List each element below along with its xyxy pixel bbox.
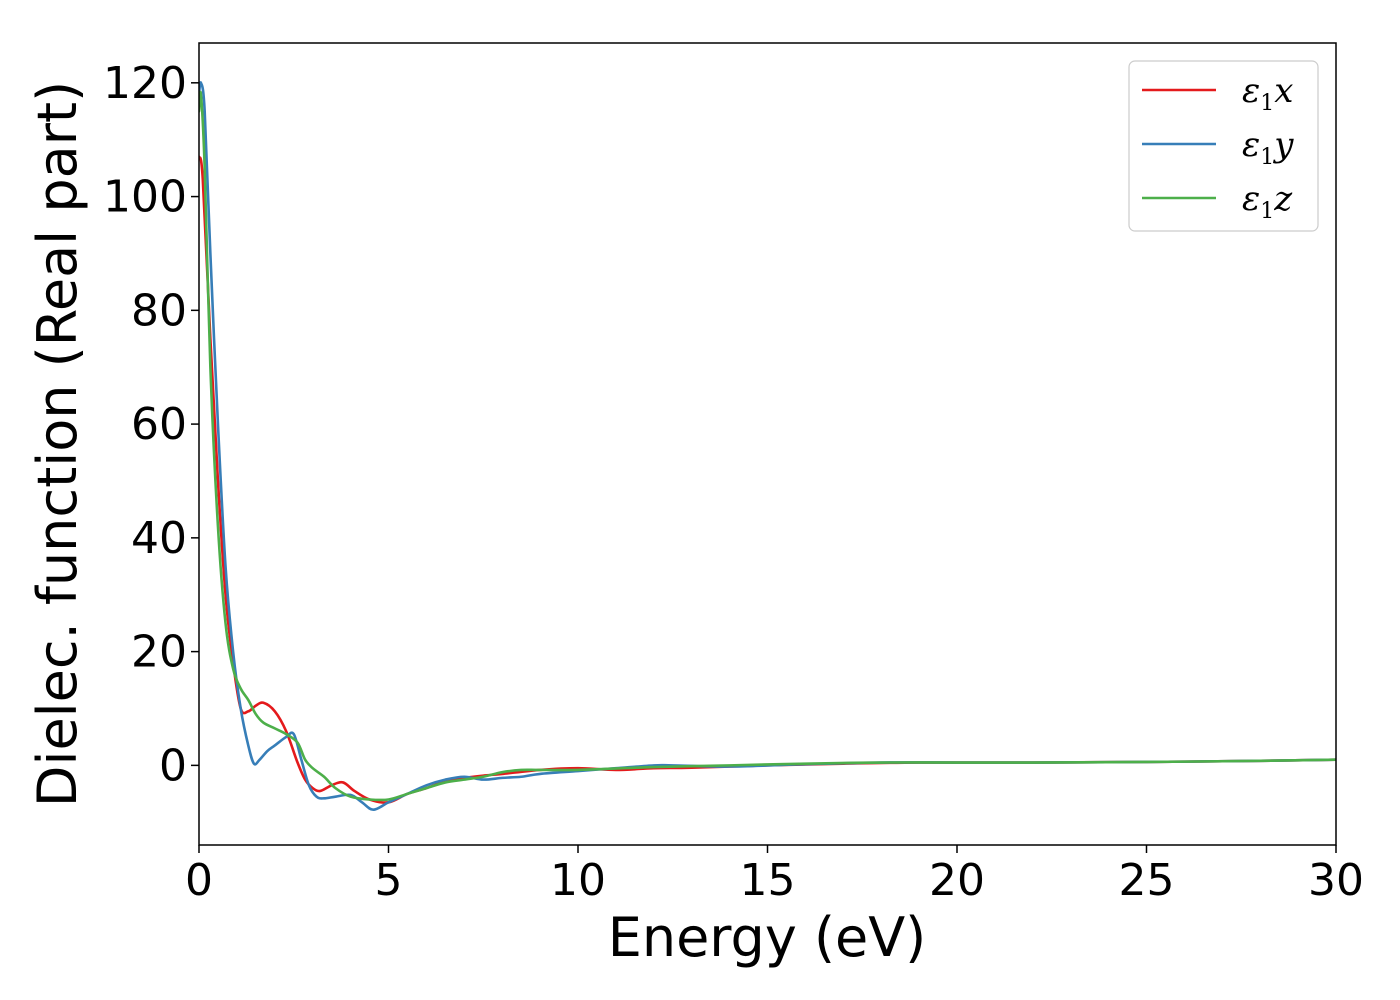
legend-entry-y: ε1y (1242, 125, 1294, 170)
y-tick-label: 80 (131, 285, 187, 336)
plot-frame (198, 42, 1337, 846)
x-tick-label: 25 (1119, 855, 1175, 906)
legend-entry-z: ε1z (1242, 179, 1293, 224)
y-axis-label: Dielec. function (Real part) (26, 81, 89, 807)
x-axis-label: Energy (eV) (608, 906, 927, 969)
legend-component: z (1273, 179, 1293, 219)
series-line-z (199, 90, 1336, 802)
plot-area (199, 81, 1336, 812)
legend-subscript: 1 (1260, 91, 1274, 116)
y-tick-label: 60 (131, 399, 187, 450)
y-tick-label: 0 (159, 740, 187, 791)
legend-entry-x: ε1x (1242, 71, 1293, 116)
series-group (199, 81, 1336, 812)
x-axis: 0 5 10 15 20 25 30 (185, 845, 1364, 906)
legend-component: y (1272, 125, 1294, 165)
legend-symbol: ε (1242, 125, 1260, 165)
legend-symbol: ε (1242, 71, 1260, 111)
legend-component: x (1274, 71, 1293, 111)
legend-subscript: 1 (1260, 145, 1274, 170)
legend-symbol: ε (1242, 179, 1260, 219)
y-tick-label: 40 (131, 513, 187, 564)
x-tick-label: 20 (929, 855, 985, 906)
series-line-x (199, 155, 1336, 804)
x-tick-label: 5 (375, 855, 403, 906)
legend-subscript: 1 (1260, 199, 1274, 224)
x-tick-label: 30 (1308, 855, 1364, 906)
y-tick-label: 120 (103, 58, 187, 109)
y-axis: 0 20 40 60 80 100 120 (103, 58, 199, 791)
legend-box (1128, 60, 1319, 232)
x-tick-label: 10 (550, 855, 606, 906)
y-tick-label: 100 (103, 172, 187, 223)
y-tick-label: 20 (131, 627, 187, 678)
x-tick-label: 15 (740, 855, 796, 906)
x-tick-label: 0 (185, 855, 213, 906)
